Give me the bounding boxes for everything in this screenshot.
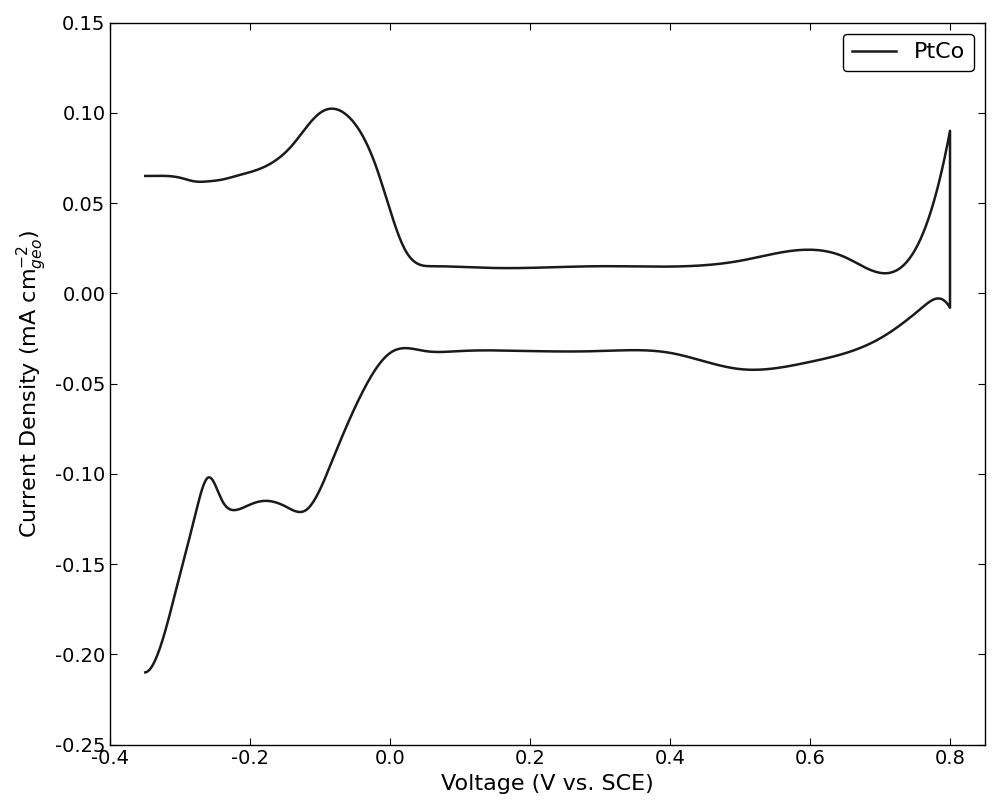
Y-axis label: Current Density (mA cm$^{-2}_{geo}$): Current Density (mA cm$^{-2}_{geo}$) [15, 230, 49, 538]
Legend: PtCo: PtCo [843, 34, 974, 71]
X-axis label: Voltage (V vs. SCE): Voltage (V vs. SCE) [441, 774, 654, 794]
